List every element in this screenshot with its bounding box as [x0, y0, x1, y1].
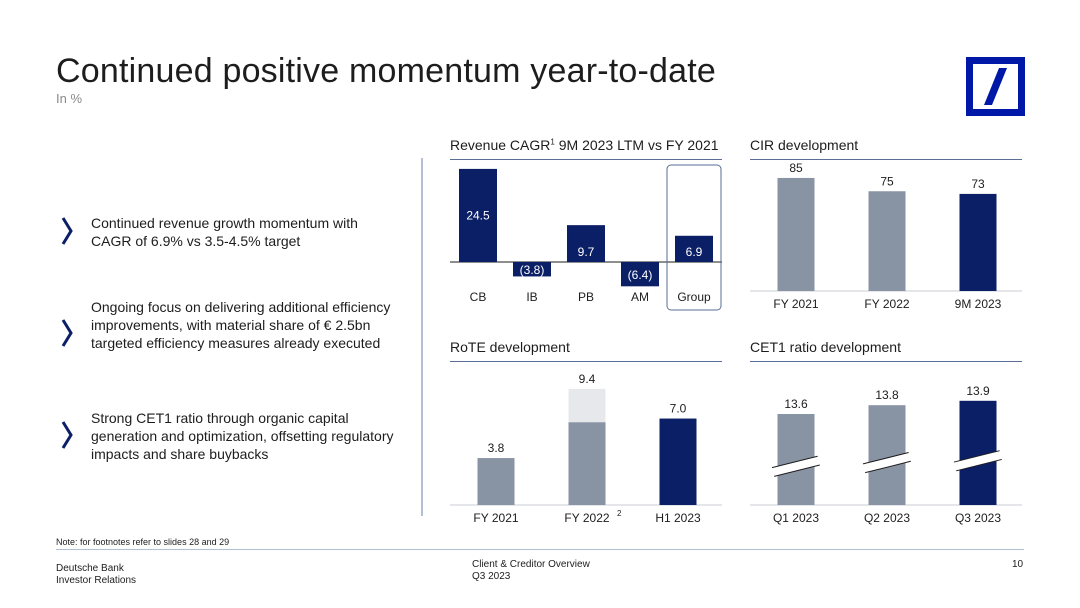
- footer-document: Client & Creditor Overview: [472, 559, 590, 570]
- footnote: Note: for footnotes refer to slides 28 a…: [56, 537, 230, 547]
- axis-break-gap: [771, 456, 820, 477]
- category-label: FY 2022: [864, 297, 909, 311]
- category-label: FY 2021: [773, 297, 818, 311]
- group-highlight-box: [666, 164, 722, 311]
- footer-left: Deutsche Bank Investor Relations: [56, 563, 136, 587]
- page-title: Continued positive momentum year-to-date: [56, 52, 716, 90]
- footer-period: Q3 2023: [472, 571, 511, 582]
- bar: [959, 193, 997, 291]
- chevron-right-icon: [61, 421, 73, 449]
- bullet-text: Strong CET1 ratio through organic capita…: [91, 410, 394, 462]
- category-label: H1 2023: [655, 511, 701, 525]
- bar: [477, 458, 515, 505]
- deutsche-bank-logo: [966, 57, 1025, 116]
- vertical-divider: [421, 158, 423, 516]
- category-label: Q1 2023: [773, 511, 819, 525]
- axis-break-gap: [862, 452, 911, 473]
- axis-break-line: [956, 458, 1002, 472]
- bar: [659, 418, 697, 505]
- revenue-chart-title: Revenue CAGR1 9M 2023 LTM vs FY 2021: [450, 137, 719, 153]
- rote-chart: 3.8 FY 2021 9.4 FY 2022 2 7.0 H1 2023: [450, 372, 722, 525]
- revenue-title-rule: [450, 159, 722, 160]
- cet1-chart-title: CET1 ratio development: [750, 339, 901, 355]
- data-label: 6.9: [686, 245, 703, 259]
- axis-break-line: [771, 455, 818, 469]
- category-label: Q2 2023: [864, 511, 910, 525]
- axis-break-gap: [953, 450, 1002, 471]
- category-label: FY 2021: [473, 511, 518, 525]
- data-label: 13.9: [966, 384, 990, 398]
- rote-title-rule: [450, 361, 722, 362]
- cet1-title-rule: [750, 361, 1022, 362]
- bar: [777, 177, 815, 291]
- data-label: 9.7: [578, 245, 595, 259]
- bar-pb: [567, 225, 605, 262]
- footer-rule: [56, 549, 1024, 550]
- bar-ib: [513, 262, 551, 277]
- rote-chart-title: RoTE development: [450, 339, 570, 355]
- cir-title-rule: [750, 159, 1022, 160]
- cir-chart-title: CIR development: [750, 137, 859, 153]
- bullet-text: Ongoing focus on delivering additional e…: [91, 299, 391, 351]
- axis-break-line: [774, 464, 820, 477]
- bar-group: [675, 235, 713, 262]
- data-label: (3.8): [520, 263, 545, 277]
- bullet-item: Ongoing focus on delivering additional e…: [60, 298, 390, 372]
- data-label: 3.8: [488, 441, 505, 455]
- data-label: 75: [880, 174, 894, 188]
- data-label: 9.4: [579, 372, 596, 386]
- category-label: Q3 2023: [955, 511, 1001, 525]
- data-label: 24.5: [466, 208, 490, 222]
- data-label: 13.6: [784, 397, 808, 411]
- category-label: 9M 2023: [955, 297, 1002, 311]
- category-label: FY 2022: [564, 511, 609, 525]
- category-label: AM: [631, 290, 649, 304]
- bar-am: [621, 262, 659, 287]
- page-number: 10: [1012, 559, 1024, 570]
- data-label: 13.8: [875, 388, 899, 402]
- footer-department: Investor Relations: [56, 575, 137, 586]
- logo-slash-icon: [984, 68, 1007, 105]
- bullet-text: Continued revenue growth momentum with C…: [91, 215, 358, 249]
- footer-center: Client & Creditor Overview Q3 2023: [472, 559, 590, 583]
- revenue-cagr-chart: 24.5 CB (3.8) IB 9.7 PB (6.4) AM 6.9 Group: [450, 164, 722, 311]
- category-label: CB: [470, 290, 487, 304]
- data-label: 73: [971, 177, 985, 191]
- page-subtitle: In %: [56, 91, 83, 106]
- bar-cb: [459, 168, 497, 262]
- cir-chart: 85 FY 2021 75 FY 2022 73 9M 2023: [750, 161, 1022, 311]
- data-label: 7.0: [670, 402, 687, 416]
- category-label: IB: [526, 290, 537, 304]
- axis-break-line: [953, 450, 1000, 463]
- bar: [568, 422, 606, 505]
- cet1-chart: 13.6 Q1 2023 13.8 Q2 2023 13.9 Q3 2023: [750, 384, 1022, 525]
- bar-extension: [568, 388, 606, 423]
- axis-break-line: [862, 452, 909, 465]
- bar: [868, 191, 906, 291]
- footer-company: Deutsche Bank: [56, 563, 124, 574]
- category-label: PB: [578, 290, 594, 304]
- chevron-right-icon: [61, 319, 73, 347]
- data-label: (6.4): [628, 268, 653, 282]
- data-label: 85: [789, 161, 803, 175]
- category-label: Group: [677, 290, 711, 304]
- chevron-right-icon: [61, 217, 73, 245]
- bullet-item: Continued revenue growth momentum with C…: [60, 214, 390, 254]
- category-footnote: 2: [617, 509, 622, 518]
- axis-break-line: [865, 460, 911, 474]
- bullet-item: Strong CET1 ratio through organic capita…: [60, 409, 394, 465]
